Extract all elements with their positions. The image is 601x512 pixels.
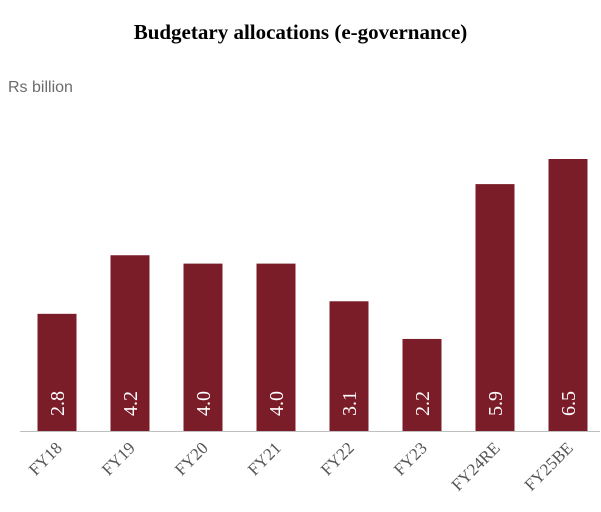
x-tick-label-fy19: FY19 [98,438,139,479]
x-tick-label-fy20: FY20 [171,438,212,479]
y-axis-unit-label: Rs billion [8,79,73,96]
data-label-fy25be: 6.5 [558,391,580,416]
x-tick-label-fy21: FY21 [244,438,285,479]
data-label-fy18: 2.8 [47,391,69,416]
data-label-fy21: 4.0 [266,391,288,416]
x-tick-label-fy24re: FY24RE [448,438,504,494]
data-label-fy24re: 5.9 [485,391,507,416]
bar-fy18 [37,313,77,431]
bar-fy25be [548,159,588,431]
x-tick-label-fy22: FY22 [317,438,358,479]
bar-fy22 [329,301,369,431]
data-label-fy22: 3.1 [339,391,361,416]
bar-fy24re [475,184,515,431]
chart-title: Budgetary allocations (e-governance) [133,20,468,44]
bar-fy21 [256,263,296,431]
bar-fy19 [110,255,150,431]
x-tick-label-fy25be: FY25BE [521,438,577,494]
bar-fy23 [402,338,442,431]
x-tick-label-fy18: FY18 [25,438,66,479]
bar-fy20 [183,263,223,431]
data-label-fy23: 2.2 [412,391,434,416]
x-tick-label-fy23: FY23 [390,438,431,479]
data-label-fy20: 4.0 [193,391,215,416]
data-label-fy19: 4.2 [120,391,142,416]
